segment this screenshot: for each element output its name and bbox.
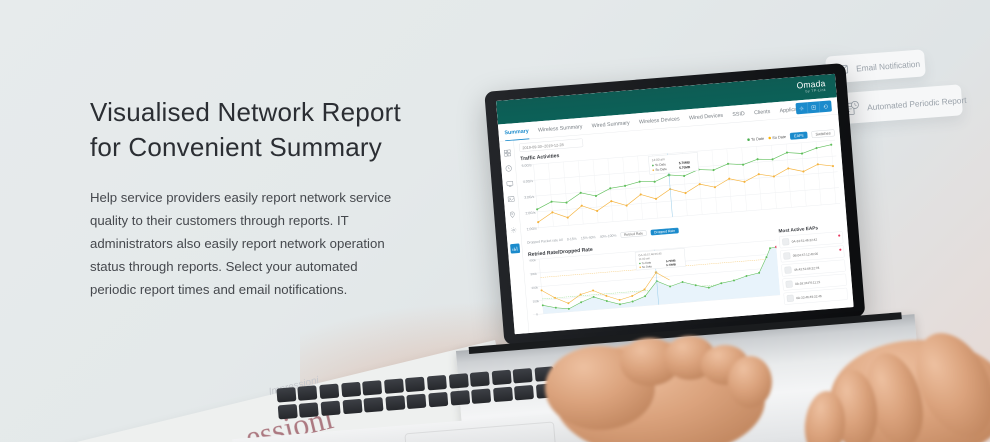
svg-text:400k: 400k bbox=[529, 258, 536, 263]
svg-text:So Date: So Date bbox=[642, 264, 653, 269]
svg-text:100k: 100k bbox=[532, 299, 539, 304]
svg-text:200k: 200k bbox=[531, 285, 538, 290]
svg-text:1.0G/s: 1.0G/s bbox=[527, 227, 538, 232]
svg-text:300k: 300k bbox=[530, 272, 537, 277]
svg-text:3.0G/s: 3.0G/s bbox=[524, 195, 535, 200]
svg-text:4.0G/s: 4.0G/s bbox=[523, 179, 534, 184]
svg-text:5.70MB: 5.70MB bbox=[666, 262, 676, 267]
svg-text:2.0G/s: 2.0G/s bbox=[525, 211, 536, 216]
svg-text:5.0G/s: 5.0G/s bbox=[522, 163, 533, 168]
